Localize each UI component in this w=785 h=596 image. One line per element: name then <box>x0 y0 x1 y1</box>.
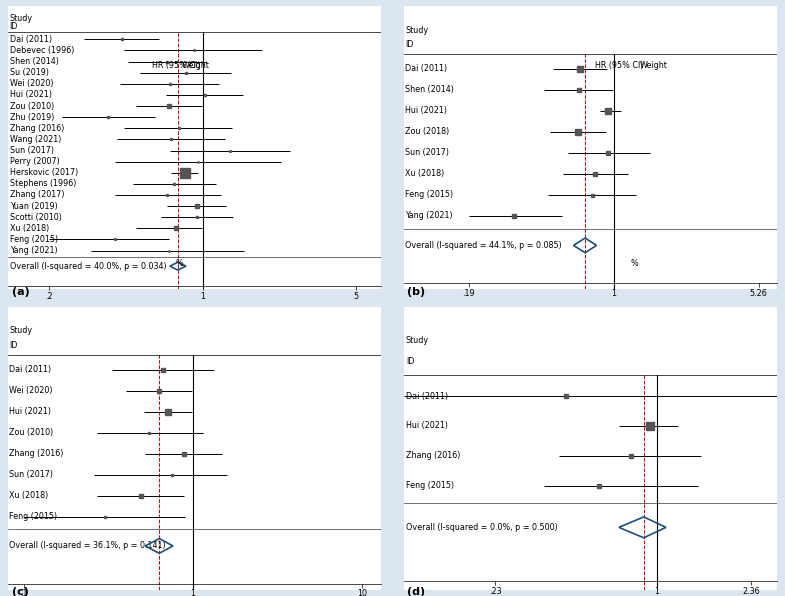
Text: (c): (c) <box>12 587 28 596</box>
Text: Zhang (2017): Zhang (2017) <box>9 191 64 200</box>
Text: Feng (2015): Feng (2015) <box>9 512 57 521</box>
Text: Dai (2011): Dai (2011) <box>9 35 52 44</box>
Text: Shen (2014): Shen (2014) <box>9 57 59 66</box>
Text: Overall (I-squared = 44.1%, p = 0.085): Overall (I-squared = 44.1%, p = 0.085) <box>405 241 562 250</box>
Text: Study: Study <box>9 14 33 23</box>
Text: %: % <box>176 259 184 268</box>
Text: Sun (2017): Sun (2017) <box>405 148 450 157</box>
Text: Hui (2021): Hui (2021) <box>405 107 447 116</box>
Text: Xu (2018): Xu (2018) <box>9 491 49 500</box>
Text: (b): (b) <box>407 287 425 297</box>
Text: Study: Study <box>405 26 429 35</box>
Text: Herskovic (2017): Herskovic (2017) <box>9 168 78 177</box>
Text: ID: ID <box>406 357 414 366</box>
Text: (a): (a) <box>12 287 29 297</box>
Text: Zhu (2019): Zhu (2019) <box>9 113 54 122</box>
Text: Study: Study <box>406 336 429 345</box>
Text: Sun (2017): Sun (2017) <box>9 470 53 479</box>
Text: Weight: Weight <box>182 61 210 70</box>
Text: Feng (2015): Feng (2015) <box>406 481 454 490</box>
Text: Wang (2021): Wang (2021) <box>9 135 61 144</box>
Text: Scotti (2010): Scotti (2010) <box>9 213 61 222</box>
Text: Yang (2021): Yang (2021) <box>9 246 57 255</box>
Text: Zou (2018): Zou (2018) <box>405 128 450 136</box>
Text: Zhang (2016): Zhang (2016) <box>9 124 64 133</box>
Text: Yuan (2019): Yuan (2019) <box>9 201 57 210</box>
Text: Weight: Weight <box>640 61 668 70</box>
Text: Zhang (2016): Zhang (2016) <box>9 449 64 458</box>
Text: Hui (2021): Hui (2021) <box>9 91 52 100</box>
Text: %: % <box>630 259 638 268</box>
Text: Yang (2021): Yang (2021) <box>405 212 453 221</box>
Text: Feng (2015): Feng (2015) <box>9 235 58 244</box>
Text: Sun (2017): Sun (2017) <box>9 146 53 155</box>
Text: Overall (I-squared = 40.0%, p = 0.034): Overall (I-squared = 40.0%, p = 0.034) <box>9 262 166 271</box>
Text: HR (95% CI): HR (95% CI) <box>152 61 200 70</box>
Text: ID: ID <box>9 22 18 31</box>
Text: Su (2019): Su (2019) <box>9 68 49 77</box>
Text: ID: ID <box>405 41 414 49</box>
Text: Feng (2015): Feng (2015) <box>405 191 454 200</box>
Text: Xu (2018): Xu (2018) <box>405 169 444 178</box>
Text: Overall (I-squared = 0.0%, p = 0.500): Overall (I-squared = 0.0%, p = 0.500) <box>406 523 557 532</box>
Text: Hui (2021): Hui (2021) <box>9 407 51 416</box>
Text: Xu (2018): Xu (2018) <box>9 224 49 233</box>
Text: HR (95% CI): HR (95% CI) <box>595 61 643 70</box>
Text: Zou (2010): Zou (2010) <box>9 428 53 437</box>
Text: Dai (2011): Dai (2011) <box>405 64 447 73</box>
Text: Wei (2020): Wei (2020) <box>9 79 53 88</box>
Text: ID: ID <box>9 341 18 350</box>
Text: Zou (2010): Zou (2010) <box>9 101 54 110</box>
Text: Zhang (2016): Zhang (2016) <box>406 451 460 460</box>
Text: Stephens (1996): Stephens (1996) <box>9 179 76 188</box>
Text: Overall (I-squared = 36.1%, p = 0.141): Overall (I-squared = 36.1%, p = 0.141) <box>9 541 166 551</box>
Text: Wei (2020): Wei (2020) <box>9 386 53 395</box>
Text: Shen (2014): Shen (2014) <box>405 85 455 95</box>
Text: Hui (2021): Hui (2021) <box>406 421 448 430</box>
Text: Dai (2011): Dai (2011) <box>9 365 52 374</box>
Text: Study: Study <box>9 326 32 335</box>
Text: Debevec (1996): Debevec (1996) <box>9 46 74 55</box>
Text: (d): (d) <box>407 587 425 596</box>
Text: Dai (2011): Dai (2011) <box>406 392 448 401</box>
Text: Perry (2007): Perry (2007) <box>9 157 60 166</box>
